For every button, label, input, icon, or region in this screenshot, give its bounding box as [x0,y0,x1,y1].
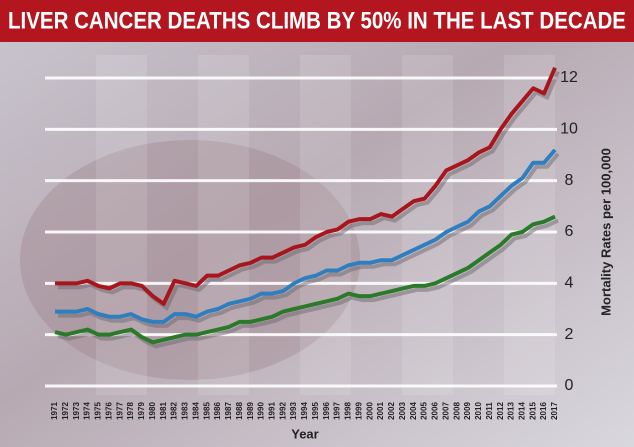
x-tick-label: 1984 [191,402,200,420]
x-tick-label: 1975 [94,402,103,420]
x-tick-label: 1974 [83,402,92,420]
line [55,66,557,306]
x-tick-label: 2017 [550,402,559,420]
x-tick-label: 1980 [148,402,157,420]
x-tick-label: 2011 [485,402,494,420]
x-tick-label: 1973 [72,402,81,420]
x-tick-label: 1991 [268,402,277,420]
x-tick-label: 2009 [463,402,472,420]
x-tick-label: 2013 [507,402,516,420]
x-tick-label: 2012 [496,402,505,420]
y-tick-label: 2 [565,326,574,343]
x-tick-label: 2005 [420,402,429,420]
x-tick-label: 1987 [224,402,233,420]
x-tick-label: 2006 [431,402,440,420]
background-band [96,55,147,395]
background-band [198,55,249,395]
x-tick-label: 1982 [170,402,179,420]
y-tick-label: 8 [565,172,574,189]
title-banner [0,0,634,42]
x-tick-label: 2001 [376,402,385,420]
x-tick-label: 1981 [159,402,168,420]
x-tick-label: 2004 [409,402,418,420]
x-tick-label: 1983 [181,402,190,420]
x-tick-label: 2002 [387,402,396,420]
x-tick-label: 1979 [137,402,146,420]
y-tick-label: 6 [565,223,574,240]
x-tick-label: 1988 [235,402,244,420]
x-tick-label: 1993 [289,402,298,420]
x-tick-label: 1997 [333,402,342,420]
y-tick-label: 12 [560,69,578,86]
x-tick-label: 1985 [202,402,211,420]
line-shadow [58,152,560,328]
x-tick-label: 1990 [257,402,266,420]
x-tick-label: 2016 [539,402,548,420]
background-band [402,55,453,395]
x-tick-label: 1992 [278,402,287,420]
x-axis-label: Year [291,426,318,441]
x-tick-label: 1986 [213,402,222,420]
y-tick-label: 0 [565,377,574,394]
x-tick-label: 1976 [104,402,113,420]
x-tick-label: 1999 [354,402,363,420]
x-tick-label: 1996 [322,402,331,420]
x-tick-label: 2015 [528,402,537,420]
chart-title: LIVER CANCER DEATHS CLIMB BY 50% IN THE … [8,7,626,34]
line [55,148,557,324]
x-tick-label: 1972 [61,402,70,420]
x-tick-label: 2000 [365,402,374,420]
x-tick-label: 1971 [50,402,59,420]
x-tick-label: 2010 [474,402,483,420]
x-tick-label: 2003 [398,402,407,420]
line-shadow [58,70,560,311]
x-tick-label: 1977 [115,402,124,420]
x-tick-label: 2008 [452,402,461,420]
x-tick-label: 2007 [441,402,450,420]
y-tick-label: 10 [560,121,578,138]
x-tick-label: 1989 [246,402,255,420]
x-tick-label: 1994 [300,402,309,420]
x-tick-label: 1978 [126,402,135,420]
x-tick-label: 2014 [518,402,527,420]
x-tick-label: 1995 [311,402,320,420]
y-tick-label: 4 [565,275,574,292]
y-axis-label: Mortality Rates per 100,000 [598,148,613,316]
x-tick-label: 1998 [344,402,353,420]
line [54,214,556,345]
